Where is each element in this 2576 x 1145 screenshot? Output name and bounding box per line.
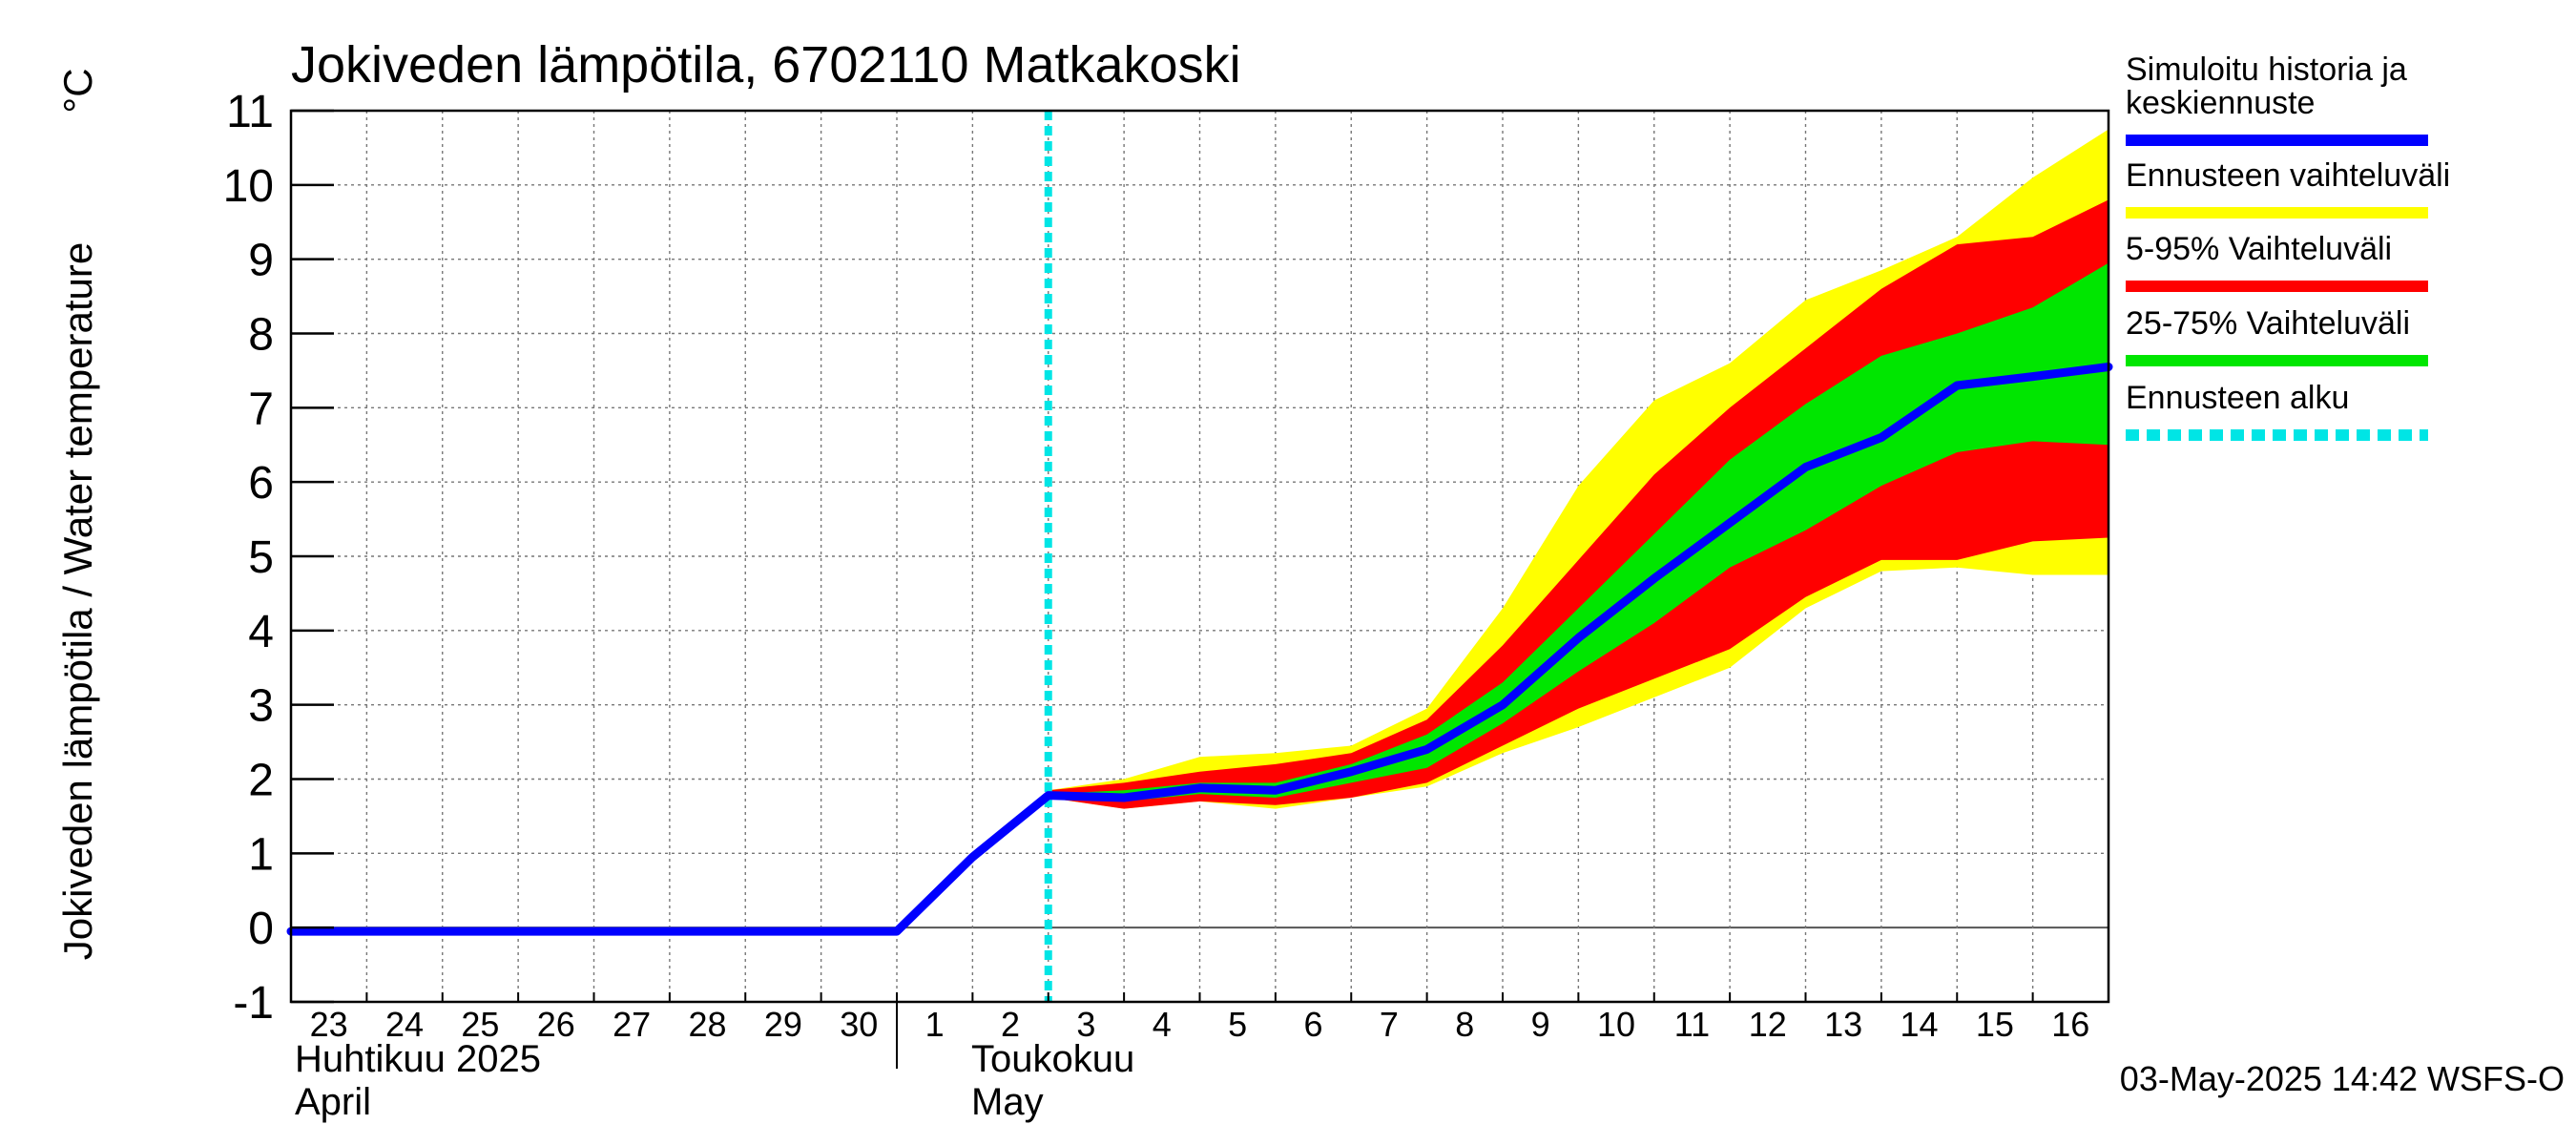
x-tick-label: 29 bbox=[764, 1005, 802, 1044]
y-tick-label: 3 bbox=[248, 681, 274, 732]
y-tick-label: 6 bbox=[248, 458, 274, 509]
chart-title: Jokiveden lämpötila, 6702110 Matkakoski bbox=[291, 36, 1241, 94]
y-tick-label: 9 bbox=[248, 236, 274, 286]
band-5-95-vaihteluv-li bbox=[1048, 199, 2109, 809]
x-tick-label: 30 bbox=[840, 1005, 878, 1044]
legend-label-simuloitu-historia-ja-keskiennuste: keskiennuste bbox=[2126, 85, 2315, 121]
legend-label-simuloitu-historia-ja-keskiennuste: Simuloitu historia ja bbox=[2126, 52, 2407, 88]
x-tick-label: 10 bbox=[1597, 1005, 1635, 1044]
x-tick-label: 27 bbox=[613, 1005, 651, 1044]
band-25-75-vaihteluv-li bbox=[1048, 262, 2109, 802]
x-tick-label: 11 bbox=[1674, 1005, 1710, 1044]
y-tick-label: -1 bbox=[233, 978, 274, 1029]
x-tick-label: 15 bbox=[1976, 1005, 2014, 1044]
median-series-line bbox=[286, 363, 2113, 936]
legend-label-ennusteen-alku: Ennusteen alku bbox=[2126, 380, 2349, 416]
x-tick-label: 9 bbox=[1531, 1005, 1550, 1044]
y-axis-label: Jokiveden lämpötila / Water temperature bbox=[55, 242, 100, 960]
x-tick-label: 25 bbox=[461, 1005, 499, 1044]
legend-label-25-75-vaihteluv-li: 25-75% Vaihteluväli bbox=[2126, 305, 2410, 342]
y-axis-unit: °C bbox=[55, 68, 100, 113]
plot-area bbox=[286, 109, 2113, 1004]
x-tick-label: 14 bbox=[1901, 1005, 1939, 1044]
y-tick-label: 11 bbox=[226, 87, 274, 137]
month-label-fi: Huhtikuu 2025 bbox=[295, 1038, 541, 1080]
x-tick-label: 28 bbox=[689, 1005, 727, 1044]
month-label-fi: Toukokuu bbox=[971, 1038, 1134, 1080]
footer-timestamp: 03-May-2025 14:42 WSFS-O bbox=[2120, 1059, 2565, 1098]
band-ennusteen-vaihteluv-li bbox=[1048, 129, 2109, 809]
x-tick-label: 13 bbox=[1824, 1005, 1862, 1044]
x-tick-label: 24 bbox=[385, 1005, 424, 1044]
y-tick-label: 7 bbox=[248, 384, 274, 434]
x-tick-label: 8 bbox=[1455, 1005, 1474, 1044]
x-tick-label: 4 bbox=[1153, 1005, 1172, 1044]
x-axis-ticks: 23 24 25 26 27 28 29 30 1 2 3 4 5 6 7 8 9 10 11 12 13 14 15 16H… bbox=[290, 992, 2109, 1123]
x-tick-label: 2 bbox=[1001, 1005, 1020, 1044]
x-tick-label: 3 bbox=[1076, 1005, 1095, 1044]
y-tick-label: 4 bbox=[248, 607, 274, 657]
y-tick-label: 0 bbox=[248, 904, 274, 954]
x-tick-label: 7 bbox=[1380, 1005, 1399, 1044]
x-tick-label: 23 bbox=[310, 1005, 348, 1044]
legend-label-ennusteen-vaihteluv-li: Ennusteen vaihteluväli bbox=[2126, 157, 2450, 194]
month-label-en: May bbox=[971, 1081, 1044, 1123]
x-tick-label: 6 bbox=[1304, 1005, 1323, 1044]
y-tick-label: 1 bbox=[248, 829, 274, 880]
y-tick-label: 5 bbox=[248, 532, 274, 583]
y-tick-label: 8 bbox=[248, 310, 274, 361]
x-tick-label: 5 bbox=[1228, 1005, 1247, 1044]
y-tick-label: 2 bbox=[248, 756, 274, 806]
legend-label-5-95-vaihteluv-li: 5-95% Vaihteluväli bbox=[2126, 231, 2392, 267]
x-tick-label: 16 bbox=[2051, 1005, 2089, 1044]
x-tick-label: 26 bbox=[537, 1005, 575, 1044]
y-tick-label: 10 bbox=[223, 161, 274, 212]
month-label-en: April bbox=[295, 1081, 371, 1123]
x-tick-label: 1 bbox=[925, 1005, 945, 1044]
y-axis-ticks: -1 0 1 2 3 4 5 6 7 8 9 10 11 bbox=[223, 87, 334, 1029]
x-tick-label: 12 bbox=[1749, 1005, 1787, 1044]
